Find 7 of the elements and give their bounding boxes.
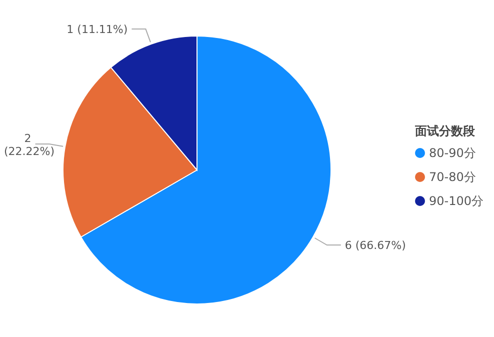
legend-title: 面试分数段 — [414, 124, 476, 138]
legend-label: 70-80分 — [429, 170, 476, 184]
data-label: 1 (11.11%) — [66, 23, 128, 36]
legend-label: 90-100分 — [429, 194, 484, 208]
data-label: 2 (22.22%) — [4, 132, 55, 158]
data-label: 6 (66.67%) — [344, 239, 406, 252]
legend-label: 80-90分 — [429, 146, 476, 160]
